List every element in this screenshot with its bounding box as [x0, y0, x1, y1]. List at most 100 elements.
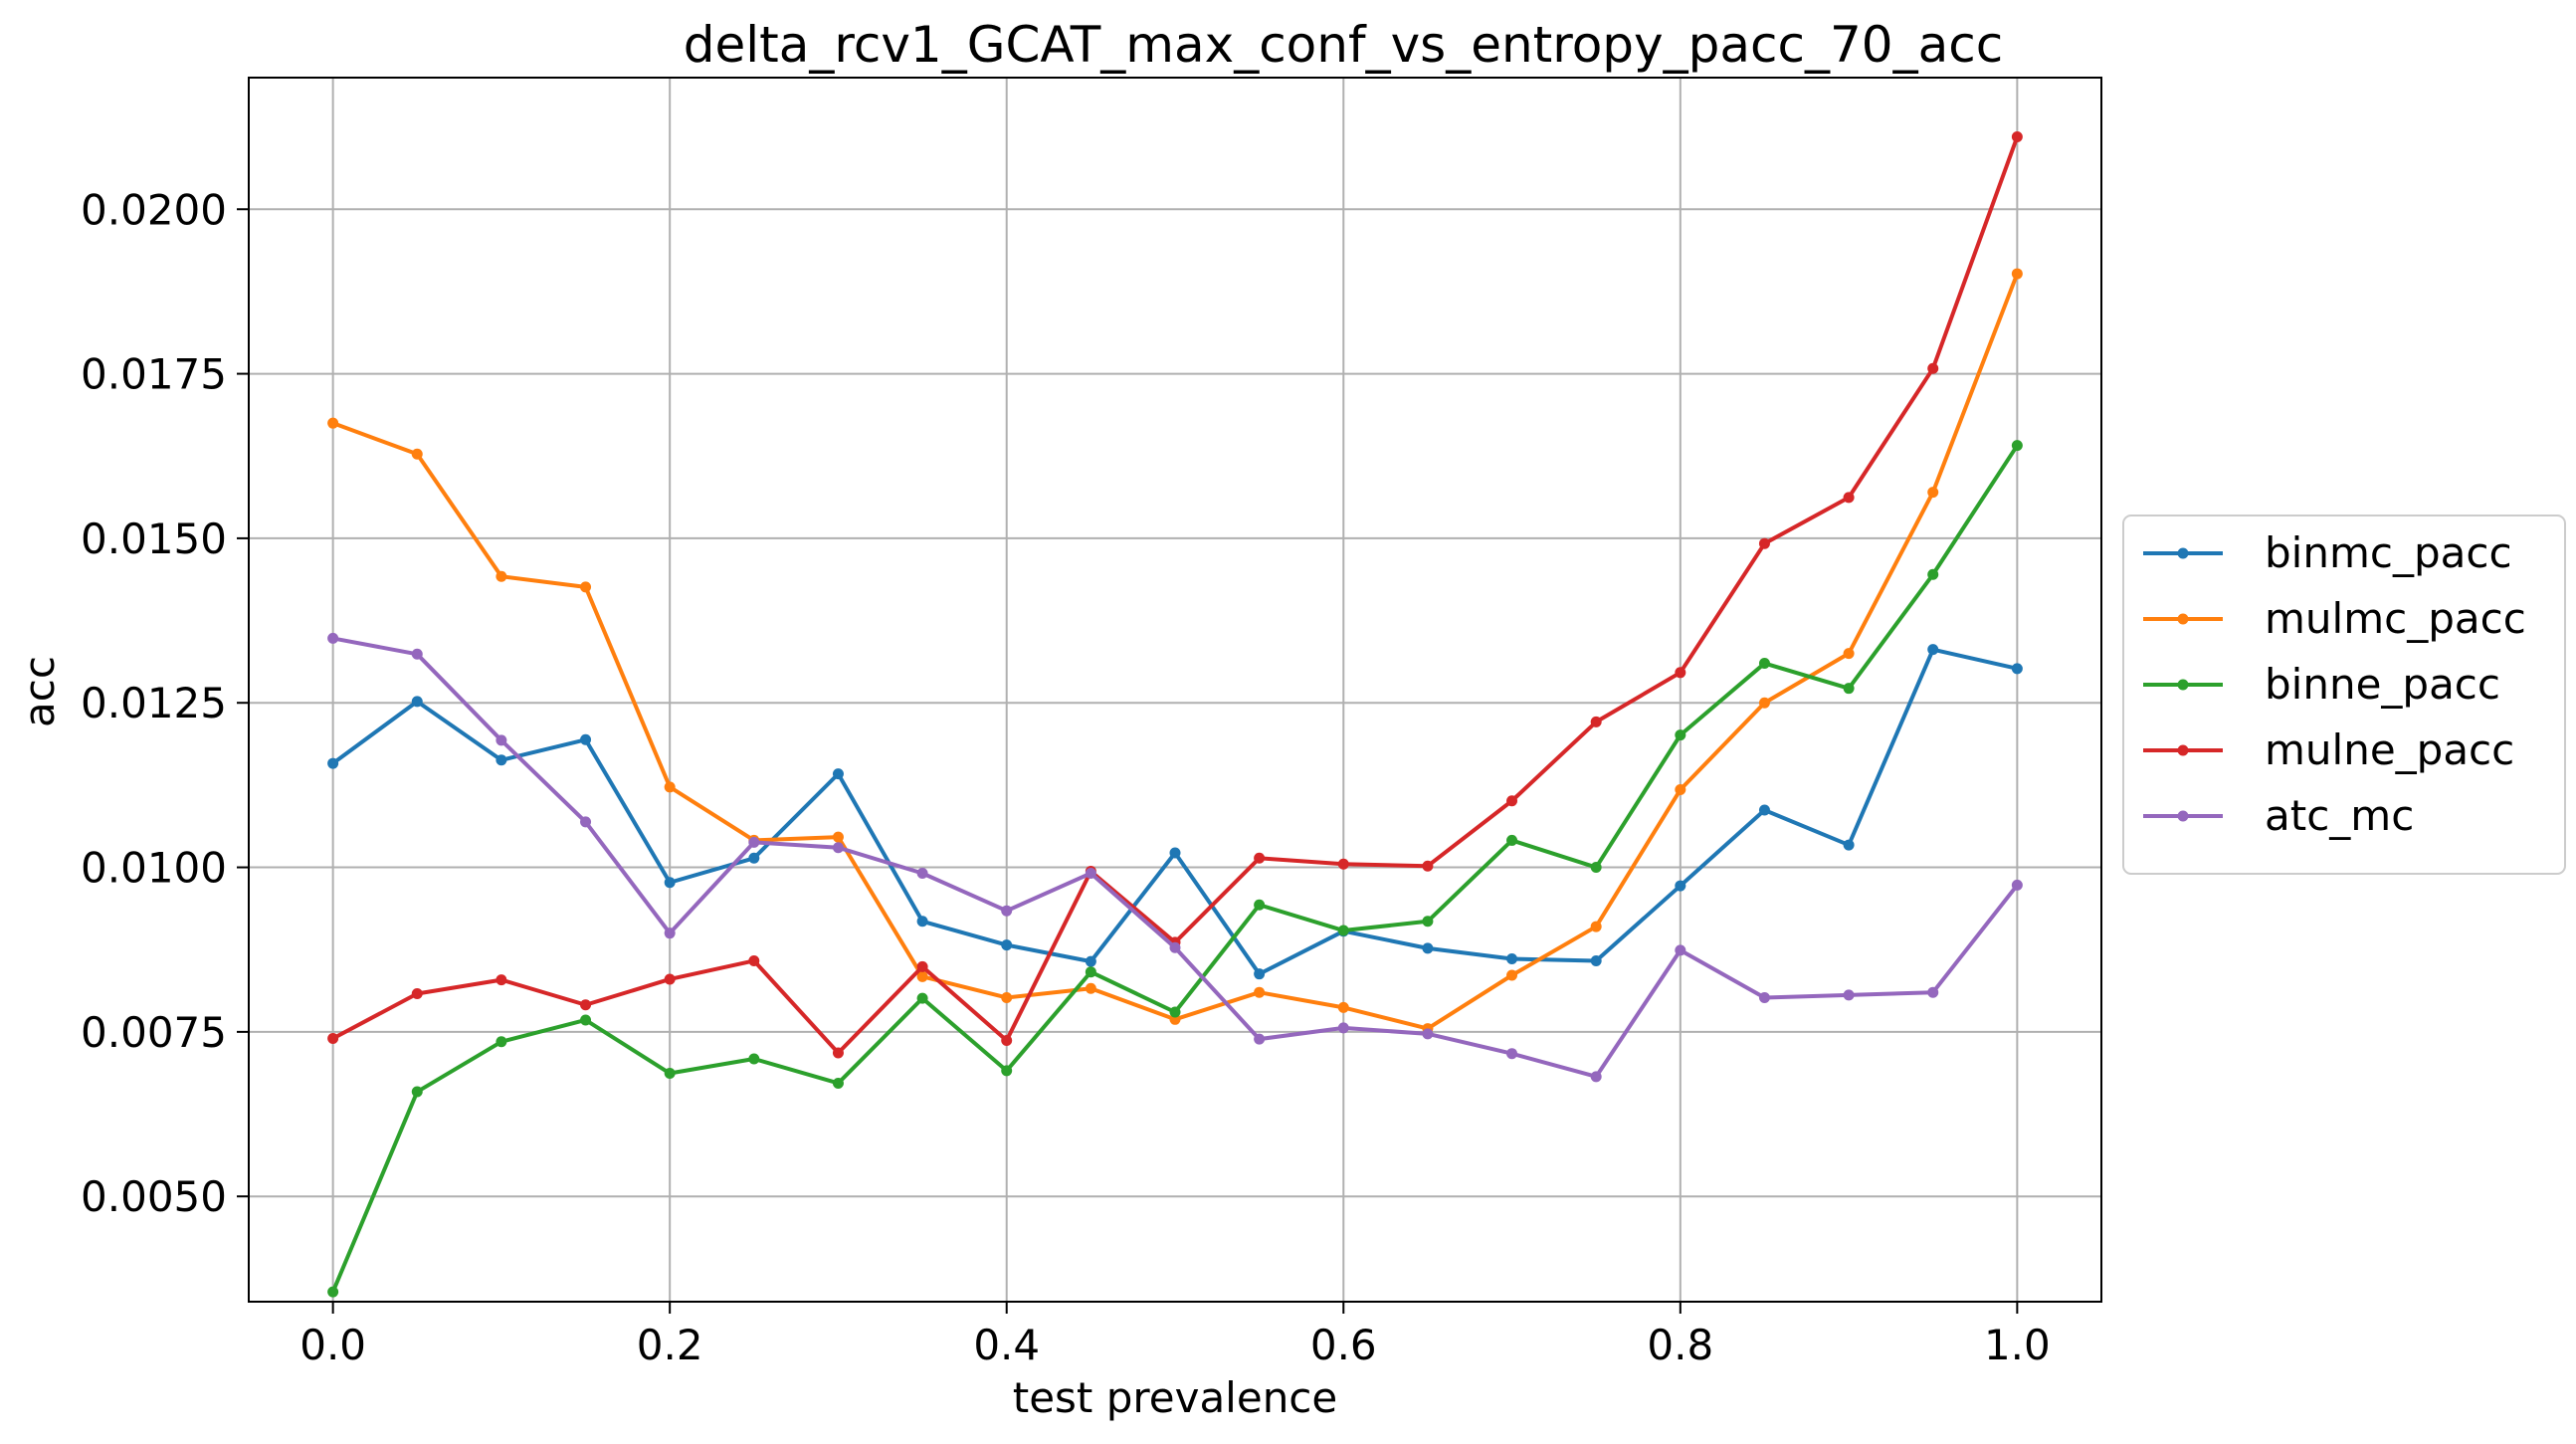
data-point — [2011, 440, 2023, 452]
data-point — [495, 570, 507, 582]
legend-marker — [2177, 613, 2189, 625]
data-point — [1758, 991, 1770, 1003]
y-axis: 0.0050 0.0075 0.0100 0.0125 0.0150 0.0175 0.02… — [81, 185, 249, 1221]
data-point — [664, 877, 676, 889]
data-point — [580, 1014, 592, 1026]
data-point — [1843, 648, 1855, 660]
data-point — [1422, 1028, 1434, 1040]
chart-title: delta_rcv1_GCAT_max_conf_vs_entropy_pacc… — [684, 16, 2004, 74]
data-point — [1254, 986, 1266, 998]
legend-item-atc_mc: atc_mc — [2143, 791, 2414, 840]
x-tick-label: 0.6 — [1310, 1321, 1377, 1369]
legend-label: binmc_pacc — [2265, 528, 2512, 577]
data-point — [1254, 968, 1266, 980]
y-tick-label: 0.0050 — [81, 1172, 227, 1221]
data-point — [1758, 697, 1770, 709]
data-point — [916, 992, 928, 1004]
data-point — [1337, 1001, 1349, 1013]
x-axis-label: test prevalence — [1013, 1373, 1338, 1422]
data-point — [1843, 839, 1855, 851]
data-point — [916, 916, 928, 928]
data-point — [1506, 834, 1518, 846]
data-point — [1758, 804, 1770, 816]
data-point — [1758, 658, 1770, 670]
data-point — [664, 1068, 676, 1080]
data-point — [1422, 860, 1434, 872]
data-point — [1254, 852, 1266, 864]
legend-marker — [2177, 547, 2189, 559]
data-point — [1422, 916, 1434, 928]
data-point — [1675, 880, 1686, 892]
data-point — [1675, 667, 1686, 679]
data-point — [1843, 989, 1855, 1001]
data-point — [580, 816, 592, 828]
data-point — [832, 1047, 844, 1059]
data-point — [1001, 1034, 1013, 1046]
data-point — [1758, 537, 1770, 549]
data-point — [1675, 729, 1686, 741]
x-tick-label: 0.8 — [1647, 1321, 1713, 1369]
data-point — [327, 417, 339, 429]
data-point — [1169, 1006, 1181, 1018]
legend-item-mulne_pacc: mulne_pacc — [2143, 725, 2514, 774]
data-point — [1843, 683, 1855, 695]
data-point — [832, 831, 844, 843]
data-point — [495, 754, 507, 766]
data-point — [1927, 487, 1939, 499]
data-point — [580, 733, 592, 745]
data-point — [2011, 663, 2023, 675]
data-point — [2011, 268, 2023, 280]
data-point — [916, 868, 928, 879]
y-tick-label: 0.0125 — [81, 679, 227, 727]
legend-label: mulmc_pacc — [2265, 594, 2526, 643]
data-point — [1085, 982, 1096, 994]
data-point — [1927, 568, 1939, 580]
data-point — [1506, 952, 1518, 964]
data-point — [1085, 955, 1096, 967]
data-point — [1927, 362, 1939, 374]
data-point — [411, 648, 423, 660]
legend: binmc_pacc mulmc_pacc binne_pacc mulne_pacc… — [2122, 515, 2566, 875]
data-point — [748, 836, 760, 848]
y-tick-label: 0.0175 — [81, 350, 227, 399]
x-tick-label: 0.2 — [637, 1321, 703, 1369]
data-point — [411, 988, 423, 1000]
data-point — [1001, 1065, 1013, 1077]
legend-item-binmc_pacc: binmc_pacc — [2143, 528, 2512, 577]
y-tick-label: 0.0100 — [81, 844, 227, 893]
x-axis: 0.0 0.2 0.4 0.6 0.8 1.0 — [299, 1302, 2051, 1369]
y-tick-label: 0.0200 — [81, 185, 227, 234]
data-point — [327, 757, 339, 769]
legend-item-mulmc_pacc: mulmc_pacc — [2143, 594, 2526, 643]
data-point — [1506, 1048, 1518, 1060]
legend-marker — [2177, 679, 2189, 691]
data-point — [1927, 644, 1939, 656]
data-point — [1085, 868, 1096, 879]
data-point — [1675, 944, 1686, 956]
data-point — [580, 999, 592, 1011]
data-point — [916, 960, 928, 972]
y-axis-label: acc — [15, 656, 64, 727]
data-point — [1254, 899, 1266, 911]
data-point — [1927, 986, 1939, 998]
legend-item-binne_pacc: binne_pacc — [2143, 660, 2500, 709]
data-point — [1001, 905, 1013, 917]
data-point — [1590, 1071, 1602, 1083]
data-point — [495, 1036, 507, 1048]
data-point — [1337, 858, 1349, 870]
x-tick-label: 0.4 — [973, 1321, 1040, 1369]
legend-label: mulne_pacc — [2265, 725, 2514, 774]
data-point — [1337, 1022, 1349, 1034]
data-point — [411, 1086, 423, 1098]
legend-label: binne_pacc — [2265, 660, 2500, 709]
data-point — [748, 852, 760, 864]
data-point — [664, 781, 676, 793]
data-point — [664, 973, 676, 985]
x-tick-label: 1.0 — [1984, 1321, 2051, 1369]
data-point — [1085, 966, 1096, 978]
data-point — [748, 1053, 760, 1065]
data-point — [832, 1077, 844, 1089]
data-point — [1590, 716, 1602, 727]
data-point — [916, 970, 928, 982]
